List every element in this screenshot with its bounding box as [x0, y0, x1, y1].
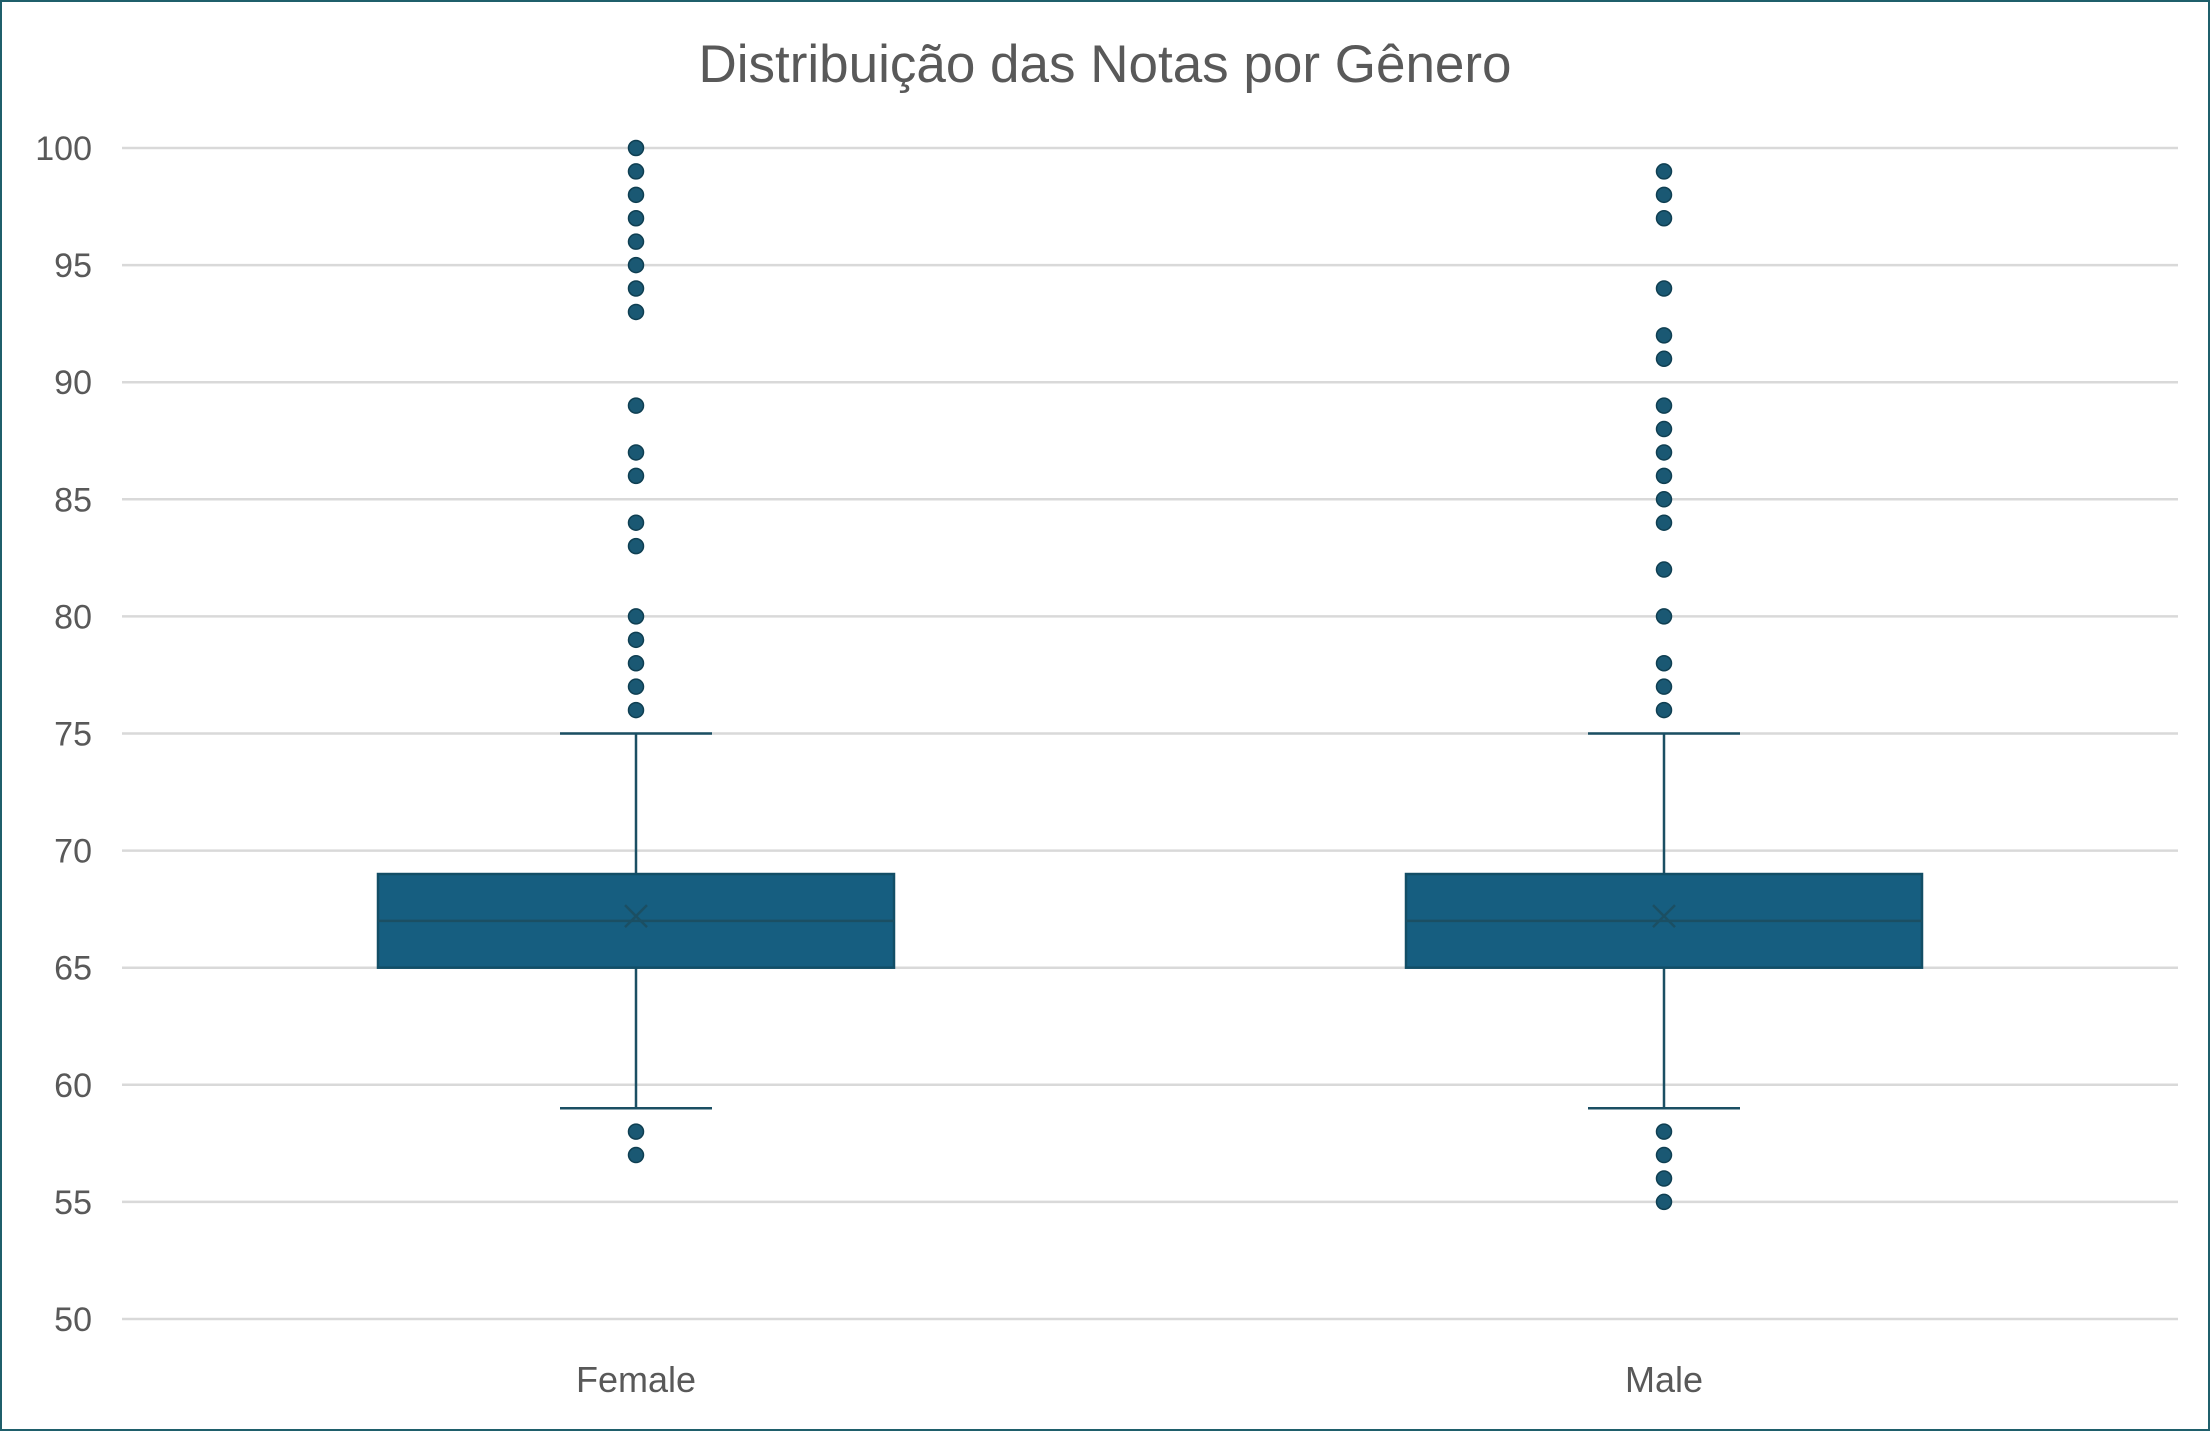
- y-tick-label: 70: [54, 833, 92, 871]
- outlier-point: [627, 280, 645, 297]
- y-tick-label: 85: [54, 481, 92, 519]
- y-axis: 50 55 60 65 70 75 80 85 90 95 100: [35, 130, 92, 1339]
- outlier-point: [1655, 654, 1673, 672]
- y-tick-label: 90: [54, 364, 92, 402]
- y-tick-label: 100: [35, 130, 92, 168]
- y-tick-label: 65: [54, 950, 92, 988]
- outlier-point: [627, 631, 645, 649]
- outlier-point: [1655, 561, 1673, 578]
- outlier-point: [627, 654, 645, 672]
- outlier-point: [627, 514, 645, 531]
- outlier-point: [1655, 678, 1673, 695]
- outlier-point: [1655, 444, 1673, 461]
- outlier-point: [627, 678, 645, 695]
- box-series: [376, 139, 1924, 1211]
- outlier-point: [627, 444, 645, 461]
- outlier-point: [627, 233, 645, 250]
- box-female: [376, 139, 896, 1164]
- outlier-point: [1655, 1123, 1673, 1140]
- outlier-point: [627, 1146, 645, 1164]
- y-tick-label: 50: [54, 1301, 92, 1339]
- y-tick-label: 95: [54, 247, 92, 285]
- outlier-point: [627, 537, 645, 555]
- outlier-point: [1655, 350, 1673, 368]
- box-male: [1404, 163, 1924, 1211]
- gridlines: [122, 146, 2178, 1321]
- outlier-point: [1655, 514, 1673, 531]
- outlier-point: [627, 303, 645, 321]
- outlier-point: [627, 1123, 645, 1140]
- x-axis: Female Male: [576, 1359, 1703, 1400]
- outlier-point: [1655, 1193, 1673, 1211]
- x-category-label: Male: [1625, 1359, 1703, 1400]
- x-category-label: Female: [576, 1359, 696, 1400]
- outlier-point: [1655, 701, 1673, 719]
- outlier-point: [1655, 186, 1673, 204]
- outlier-point: [627, 139, 645, 157]
- outlier-point: [1655, 210, 1673, 227]
- outlier-point: [627, 467, 645, 485]
- outlier-point: [627, 397, 645, 414]
- outlier-point: [1655, 1146, 1673, 1164]
- chart-title: Distribuição das Notas por Gênero: [698, 35, 1511, 94]
- outlier-point: [1655, 491, 1673, 508]
- outlier-point: [627, 186, 645, 204]
- outlier-point: [1655, 420, 1673, 438]
- outlier-point: [627, 608, 645, 625]
- outlier-point: [627, 163, 645, 180]
- outlier-point: [627, 210, 645, 227]
- outlier-point: [1655, 467, 1673, 485]
- mean-marker: [1652, 904, 1676, 929]
- outlier-point: [1655, 397, 1673, 414]
- outlier-point: [1655, 608, 1673, 625]
- y-tick-label: 55: [54, 1184, 92, 1222]
- outlier-point: [1655, 280, 1673, 297]
- y-tick-label: 60: [54, 1067, 92, 1105]
- outlier-point: [627, 701, 645, 719]
- outlier-point: [1655, 163, 1673, 180]
- outlier-point: [1655, 1170, 1673, 1187]
- y-tick-label: 80: [54, 598, 92, 636]
- mean-marker: [624, 904, 648, 929]
- outlier-point: [1655, 327, 1673, 344]
- outlier-point: [627, 256, 645, 274]
- y-tick-label: 75: [54, 716, 92, 754]
